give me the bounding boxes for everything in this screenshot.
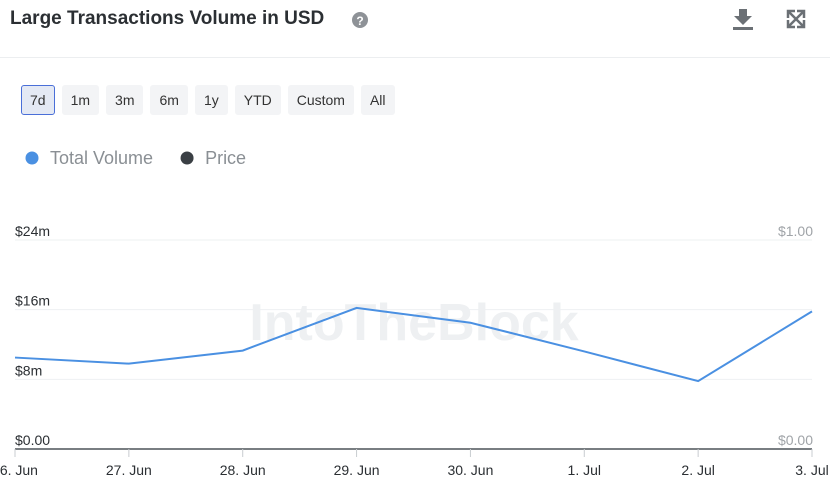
range-button[interactable]: Custom <box>287 85 354 115</box>
x-tick-label: 3. Jul <box>795 462 828 478</box>
legend-marker <box>180 151 194 165</box>
range-button[interactable]: 1y <box>194 85 228 115</box>
y2-tick-label: $0.00 <box>778 432 813 448</box>
range-button[interactable]: 6m <box>150 85 188 115</box>
x-tick-label: 1. Jul <box>568 462 601 478</box>
range-button[interactable]: YTD <box>234 85 281 115</box>
expand-icon[interactable] <box>786 9 806 29</box>
x-tick-label: 27. Jun <box>106 462 152 478</box>
help-icon[interactable]: ? <box>352 12 368 28</box>
range-button[interactable]: 3m <box>106 85 144 115</box>
y-tick-label: $24m <box>15 223 50 239</box>
y2-tick-label: $1.00 <box>778 223 813 239</box>
range-button[interactable]: All <box>360 85 395 115</box>
x-tick-label: 28. Jun <box>220 462 266 478</box>
separator <box>0 57 830 58</box>
y-tick-label: $8m <box>15 362 42 378</box>
download-icon[interactable] <box>733 9 753 30</box>
title: Large Transactions Volume in USD <box>10 8 325 29</box>
x-tick-label: 26. Jun <box>0 462 38 478</box>
range-buttons: 7d 1m 3m 6m 1y YTD Custom All <box>21 85 395 115</box>
svg-text:?: ? <box>356 14 363 28</box>
y-tick-label: $16m <box>15 293 50 309</box>
legend-label[interactable]: Total Volume <box>50 148 153 168</box>
x-tick-label: 2. Jul <box>681 462 714 478</box>
range-button[interactable]: 7d <box>21 85 55 115</box>
legend-marker <box>25 151 39 165</box>
range-button[interactable]: 1m <box>61 85 100 115</box>
x-tick-label: 29. Jun <box>334 462 380 478</box>
y-tick-label: $0.00 <box>15 432 50 448</box>
watermark: IntoTheBlock <box>249 294 578 352</box>
line-series <box>14 306 813 383</box>
x-tick-label: 30. Jun <box>447 462 493 478</box>
legend-label[interactable]: Price <box>205 148 246 168</box>
